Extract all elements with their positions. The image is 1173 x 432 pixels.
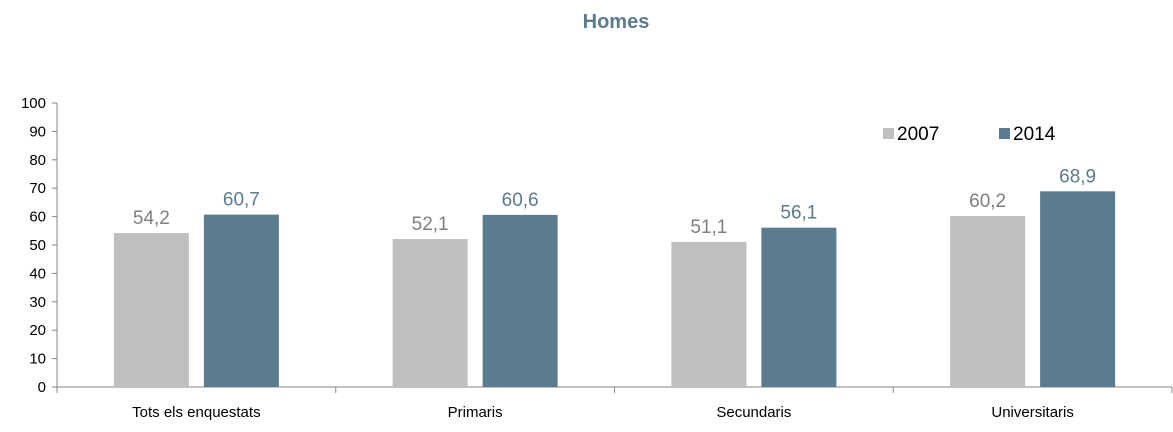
legend-label-2007: 2007 bbox=[897, 124, 939, 145]
bars bbox=[113, 191, 1116, 387]
y-tick-label: 30 bbox=[29, 294, 46, 311]
x-category-label: Secundaris bbox=[716, 404, 791, 421]
y-tick-label: 90 bbox=[29, 123, 46, 140]
legend: 2007 2014 bbox=[883, 124, 1056, 145]
bar-2014-3 bbox=[1040, 191, 1116, 387]
y-tick-label: 10 bbox=[29, 351, 46, 368]
data-labels: 54,2 60,7 52,1 60,6 51,1 56,1 60,2 68,9 bbox=[133, 166, 1096, 238]
chart-title: Homes bbox=[583, 11, 650, 33]
y-tick-label: 0 bbox=[38, 379, 46, 396]
y-tick-label: 80 bbox=[29, 152, 46, 169]
y-tick-label: 20 bbox=[29, 322, 46, 339]
data-label-2014-2: 56,1 bbox=[780, 203, 817, 224]
x-category-label: Primaris bbox=[448, 404, 503, 421]
bar-2007-1 bbox=[392, 239, 468, 387]
data-label-2014-1: 60,6 bbox=[502, 190, 539, 211]
bar-2007-3 bbox=[950, 216, 1026, 387]
bar-2014-1 bbox=[482, 214, 558, 387]
axes: 0 10 20 30 40 50 60 70 80 90 100 Tots els enquestat… bbox=[21, 95, 1173, 421]
data-label-2007-1: 52,1 bbox=[412, 214, 449, 235]
data-label-2007-0: 54,2 bbox=[133, 208, 170, 229]
legend-label-2014: 2014 bbox=[1013, 124, 1056, 145]
bar-2014-0 bbox=[203, 214, 279, 387]
bar-2014-2 bbox=[761, 227, 837, 387]
y-tick-label: 40 bbox=[29, 265, 46, 282]
x-category-label: Tots els enquestats bbox=[132, 404, 260, 421]
bar-2007-0 bbox=[113, 233, 189, 387]
legend-swatch-2007 bbox=[883, 128, 894, 139]
y-tick-label: 70 bbox=[29, 180, 46, 197]
y-tick-label: 50 bbox=[29, 237, 46, 254]
y-tick-label: 60 bbox=[29, 209, 46, 226]
data-label-2007-3: 60,2 bbox=[969, 191, 1006, 212]
bar-2007-2 bbox=[671, 241, 747, 387]
data-label-2014-0: 60,7 bbox=[223, 190, 260, 211]
data-label-2007-2: 51,1 bbox=[690, 217, 727, 238]
y-tick-label: 100 bbox=[21, 95, 46, 112]
x-category-label: Universitaris bbox=[991, 404, 1074, 421]
legend-swatch-2014 bbox=[999, 128, 1010, 139]
data-label-2014-3: 68,9 bbox=[1059, 166, 1096, 187]
